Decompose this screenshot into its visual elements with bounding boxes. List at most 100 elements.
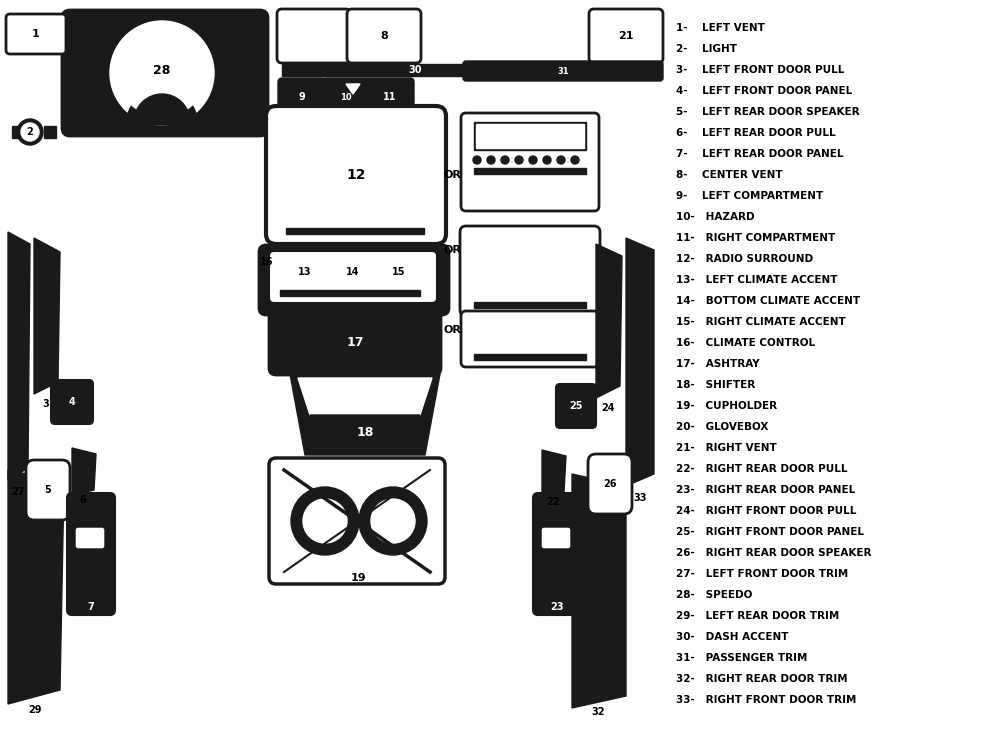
Polygon shape: [72, 448, 96, 496]
Circle shape: [529, 156, 537, 164]
Polygon shape: [34, 238, 60, 394]
Text: 3-    LEFT FRONT DOOR PULL: 3- LEFT FRONT DOOR PULL: [676, 65, 844, 75]
Text: 33-   RIGHT FRONT DOOR TRIM: 33- RIGHT FRONT DOOR TRIM: [676, 695, 856, 705]
Text: 31-   PASSENGER TRIM: 31- PASSENGER TRIM: [676, 653, 807, 663]
Text: 26: 26: [603, 479, 617, 489]
FancyBboxPatch shape: [588, 454, 632, 514]
Text: 21-   RIGHT VENT: 21- RIGHT VENT: [676, 443, 777, 453]
Bar: [282, 64, 547, 76]
Bar: [12, 126, 24, 138]
Polygon shape: [346, 84, 360, 94]
FancyBboxPatch shape: [589, 9, 663, 63]
Text: 32-   RIGHT REAR DOOR TRIM: 32- RIGHT REAR DOOR TRIM: [676, 674, 848, 684]
Bar: [280, 290, 420, 296]
FancyBboxPatch shape: [533, 493, 581, 615]
Text: 24-   RIGHT FRONT DOOR PULL: 24- RIGHT FRONT DOOR PULL: [676, 506, 856, 516]
Bar: [474, 302, 586, 308]
Circle shape: [501, 156, 509, 164]
Text: 21: 21: [618, 31, 634, 41]
Polygon shape: [542, 450, 566, 498]
Polygon shape: [290, 374, 440, 455]
Text: 29: 29: [28, 705, 42, 715]
Text: 4-    LEFT FRONT DOOR PANEL: 4- LEFT FRONT DOOR PANEL: [676, 86, 852, 96]
FancyBboxPatch shape: [259, 245, 449, 315]
Text: 12: 12: [346, 168, 366, 182]
Circle shape: [21, 123, 39, 141]
Text: OR: OR: [443, 325, 461, 335]
Circle shape: [515, 156, 523, 164]
Text: 33: 33: [633, 493, 647, 503]
Text: 13: 13: [298, 267, 312, 277]
Text: 13-   LEFT CLIMATE ACCENT: 13- LEFT CLIMATE ACCENT: [676, 275, 838, 285]
Text: 30: 30: [408, 65, 422, 75]
Text: 2-    LIGHT: 2- LIGHT: [676, 44, 737, 54]
Text: 11: 11: [383, 92, 397, 102]
Text: 10: 10: [340, 92, 352, 101]
Bar: [474, 354, 586, 360]
Text: 8: 8: [380, 31, 388, 41]
Text: OR: OR: [443, 170, 461, 180]
Text: 22: 22: [546, 497, 560, 507]
Text: 11-   RIGHT COMPARTMENT: 11- RIGHT COMPARTMENT: [676, 233, 835, 243]
Circle shape: [543, 156, 551, 164]
FancyBboxPatch shape: [266, 106, 446, 244]
Circle shape: [291, 487, 359, 555]
Circle shape: [371, 499, 415, 543]
Polygon shape: [310, 415, 420, 450]
Bar: [286, 228, 424, 234]
FancyBboxPatch shape: [347, 9, 421, 63]
Text: 23-   RIGHT REAR DOOR PANEL: 23- RIGHT REAR DOOR PANEL: [676, 485, 855, 495]
Text: 14-   BOTTOM CLIMATE ACCENT: 14- BOTTOM CLIMATE ACCENT: [676, 296, 860, 306]
Text: 27-   LEFT FRONT DOOR TRIM: 27- LEFT FRONT DOOR TRIM: [676, 569, 848, 579]
Text: 1: 1: [32, 29, 40, 39]
Bar: [474, 168, 586, 174]
FancyBboxPatch shape: [461, 311, 599, 367]
FancyBboxPatch shape: [460, 226, 600, 316]
Text: 8-    CENTER VENT: 8- CENTER VENT: [676, 170, 783, 180]
Circle shape: [17, 119, 43, 145]
Polygon shape: [8, 232, 30, 480]
FancyBboxPatch shape: [541, 527, 571, 549]
FancyBboxPatch shape: [26, 460, 70, 520]
Text: 7: 7: [88, 602, 94, 612]
Polygon shape: [626, 238, 654, 486]
Text: 22-   RIGHT REAR DOOR PULL: 22- RIGHT REAR DOOR PULL: [676, 464, 848, 474]
Wedge shape: [126, 89, 198, 125]
FancyBboxPatch shape: [461, 113, 599, 211]
FancyBboxPatch shape: [67, 493, 115, 615]
Text: 27: 27: [11, 487, 25, 497]
Text: 28-   SPEEDO: 28- SPEEDO: [676, 590, 752, 600]
Text: 6: 6: [80, 495, 86, 505]
Text: 9-    LEFT COMPARTMENT: 9- LEFT COMPARTMENT: [676, 191, 823, 201]
FancyBboxPatch shape: [269, 251, 437, 303]
Text: 23: 23: [550, 602, 564, 612]
Circle shape: [557, 156, 565, 164]
FancyBboxPatch shape: [6, 14, 66, 54]
Text: 14: 14: [346, 267, 360, 277]
Text: 20-   GLOVEBOX: 20- GLOVEBOX: [676, 422, 768, 432]
Bar: [476, 124, 584, 148]
Text: 2: 2: [27, 127, 33, 137]
Text: 18-   SHIFTER: 18- SHIFTER: [676, 380, 755, 390]
Text: 24: 24: [601, 403, 615, 413]
Circle shape: [571, 156, 579, 164]
Text: 31: 31: [557, 67, 569, 76]
Text: 16: 16: [260, 257, 274, 267]
Circle shape: [473, 156, 481, 164]
Text: 17-   ASHTRAY: 17- ASHTRAY: [676, 359, 760, 369]
Text: 18: 18: [356, 425, 374, 439]
FancyBboxPatch shape: [269, 309, 441, 375]
Text: 19-   CUPHOLDER: 19- CUPHOLDER: [676, 401, 777, 411]
Text: 16-   CLIMATE CONTROL: 16- CLIMATE CONTROL: [676, 338, 815, 348]
Bar: [490, 118, 516, 144]
Bar: [474, 122, 586, 150]
FancyBboxPatch shape: [51, 380, 93, 424]
Text: 12-   RADIO SURROUND: 12- RADIO SURROUND: [676, 254, 813, 264]
FancyBboxPatch shape: [277, 9, 351, 63]
Text: 30-   DASH ACCENT: 30- DASH ACCENT: [676, 632, 788, 642]
FancyBboxPatch shape: [62, 10, 268, 136]
Text: 5: 5: [45, 485, 51, 495]
Polygon shape: [572, 474, 626, 708]
Text: 19: 19: [350, 573, 366, 583]
Polygon shape: [8, 470, 64, 704]
